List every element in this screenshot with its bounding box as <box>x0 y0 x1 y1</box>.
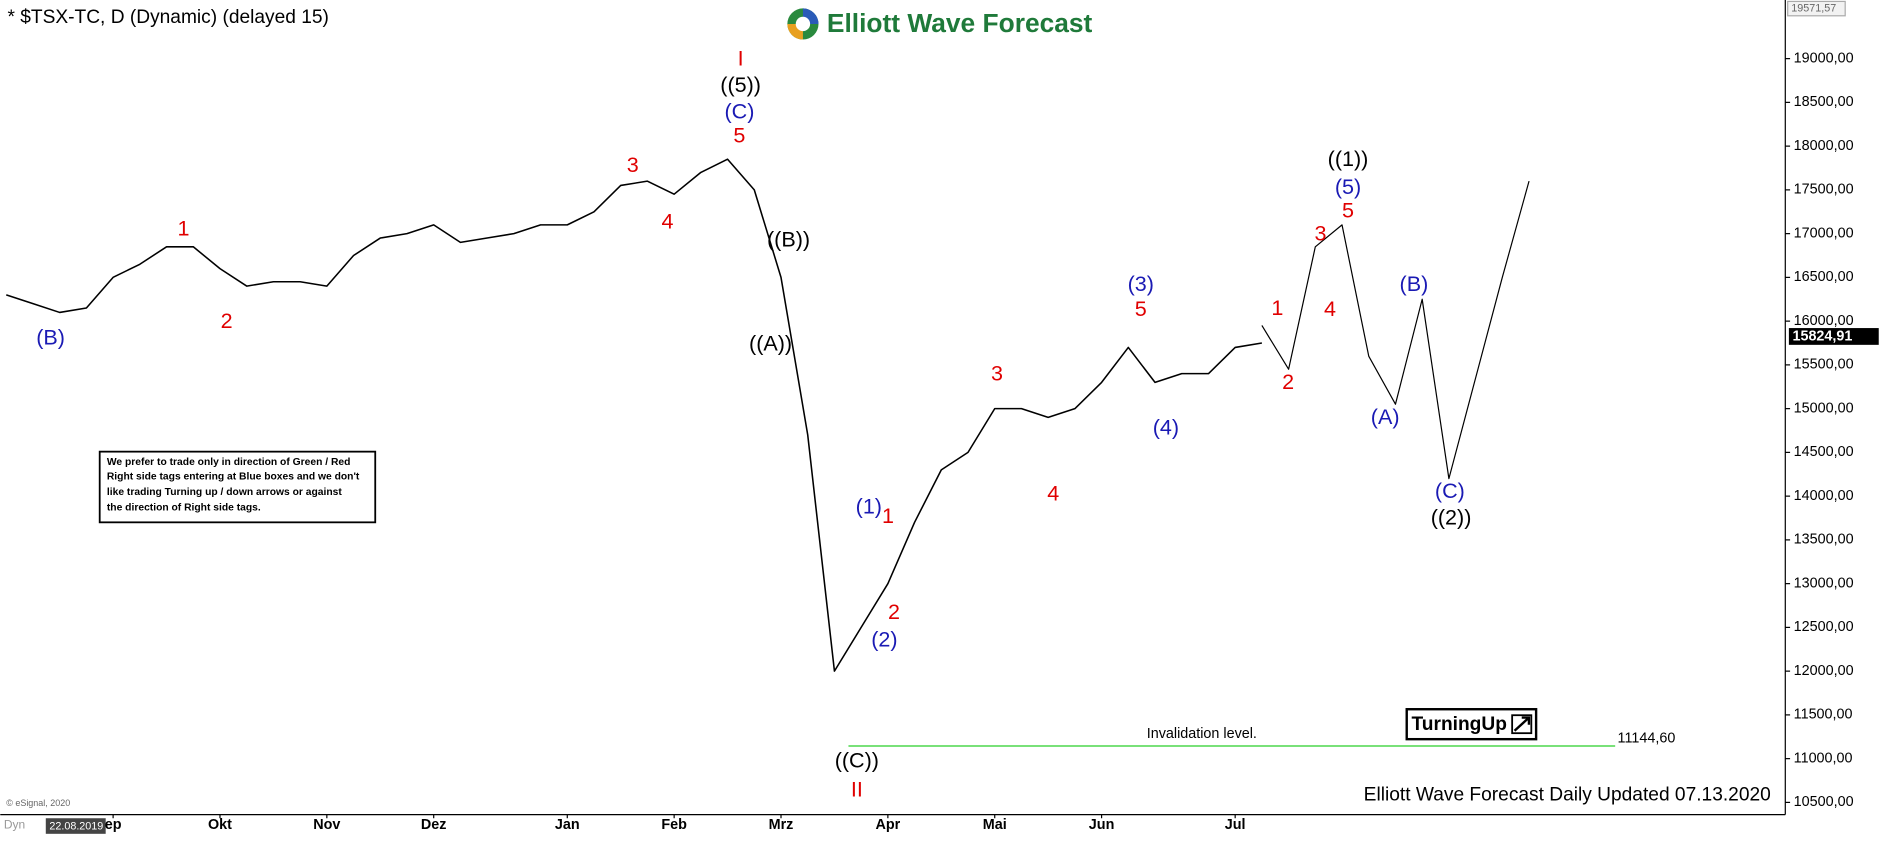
wave-label: (1) <box>856 494 882 519</box>
wave-label: 3 <box>627 152 639 177</box>
x-tick-label: Okt <box>208 817 232 833</box>
x-tick-label: Mai <box>983 817 1007 833</box>
price-line <box>6 158 1263 672</box>
wave-label: 2 <box>1282 369 1294 394</box>
y-tick-label: 13000,00 <box>1794 575 1854 591</box>
wave-label: (B) <box>1400 271 1429 296</box>
y-tick-label: 14000,00 <box>1794 488 1854 504</box>
logo-icon-center <box>795 16 811 32</box>
y-tick-label: 11000,00 <box>1794 750 1853 766</box>
y-tick-label: 13500,00 <box>1794 532 1854 548</box>
note-line: Right side tags entering at Blue boxes a… <box>107 472 360 483</box>
copyright: © eSignal, 2020 <box>6 798 70 808</box>
wave-label: (C) <box>724 98 754 123</box>
wave-label: 1 <box>178 216 190 241</box>
y-tick-label: 19000,00 <box>1794 50 1854 66</box>
wave-label: 1 <box>882 503 894 528</box>
current-price-label: 15824,91 <box>1792 328 1852 344</box>
y-tick-label: 15000,00 <box>1794 400 1854 416</box>
wave-label: ((C)) <box>835 748 879 773</box>
x-tick-label: Mrz <box>769 817 794 833</box>
x-tick-label: Feb <box>661 817 687 833</box>
wave-label: 4 <box>1324 296 1336 321</box>
y-tick-label: 12000,00 <box>1794 663 1854 679</box>
note-line: We prefer to trade only in direction of … <box>107 457 351 468</box>
footer: Elliott Wave Forecast Daily Updated 07.1… <box>1364 785 1771 806</box>
y-tick-label: 14500,00 <box>1794 444 1854 460</box>
y-tick-label: 12500,00 <box>1794 619 1854 635</box>
wave-label: II <box>851 776 863 801</box>
toolbar-mode: Dyn <box>4 818 25 832</box>
y-tick-label: 16500,00 <box>1794 269 1854 285</box>
x-tick-label: Apr <box>875 817 900 833</box>
wave-label: (A) <box>1371 404 1400 429</box>
note-frame <box>98 450 377 524</box>
note-line: the direction of Right side tags. <box>107 503 261 514</box>
note-line: like trading Turning up / down arrows or… <box>107 487 343 498</box>
wave-label: 2 <box>221 308 233 333</box>
toolbar-date: 22.08.2019 <box>49 820 103 832</box>
invalidation-value: 11144,60 <box>1618 731 1676 747</box>
wave-label: ((A)) <box>749 331 792 356</box>
wave-label: (B) <box>36 325 65 350</box>
y-tick-label: 16000,00 <box>1794 313 1854 329</box>
wave-label: 3 <box>991 361 1003 386</box>
y-tick-label: 10500,00 <box>1794 794 1854 810</box>
y-tick-label: 18500,00 <box>1794 94 1854 110</box>
badge-text: TurningUp <box>1412 714 1507 735</box>
note-box: We prefer to trade only in direction of … <box>98 450 377 524</box>
wave-label: ((2)) <box>1431 504 1472 529</box>
y-tick-label: 17500,00 <box>1794 182 1854 198</box>
scale-top-label: 19571,57 <box>1791 2 1836 14</box>
x-tick-label: Jan <box>555 817 580 833</box>
y-tick-label: 15500,00 <box>1794 357 1854 373</box>
badge-arrow <box>1513 716 1531 732</box>
wave-label: 1 <box>1271 295 1283 320</box>
wave-label: ((1)) <box>1328 146 1369 171</box>
x-tick-label: ep <box>105 817 122 833</box>
x-tick-label: Jul <box>1225 817 1246 833</box>
y-tick-label: 11500,00 <box>1794 707 1853 723</box>
x-tick-label: Dez <box>421 817 447 833</box>
badge-icon <box>1511 714 1533 735</box>
x-tick-label: Jun <box>1089 817 1115 833</box>
wave-label: 4 <box>1047 480 1059 505</box>
wave-label: (4) <box>1153 415 1179 440</box>
wave-label: 4 <box>662 209 674 234</box>
wave-label: ((5)) <box>720 72 761 97</box>
wave-label: 3 <box>1314 220 1326 245</box>
wave-label: (3) <box>1128 271 1154 296</box>
wave-label: 2 <box>888 599 900 624</box>
logo-text: Elliott Wave Forecast <box>827 8 1093 38</box>
wave-label: (C) <box>1435 478 1465 503</box>
wave-label: 5 <box>733 122 745 147</box>
wave-label: I <box>738 46 744 71</box>
badge-frame <box>1405 708 1538 741</box>
projection-line <box>1261 180 1530 480</box>
current-price-box <box>1788 328 1879 345</box>
wave-label: (5) <box>1335 174 1361 199</box>
scale-top-box <box>1787 0 1846 17</box>
wave-label: ((B)) <box>767 226 810 251</box>
y-tick-label: 18000,00 <box>1794 138 1854 154</box>
invalidation-text: Invalidation level. <box>1147 726 1257 742</box>
wave-label: 5 <box>1135 296 1147 321</box>
x-tick-label: Nov <box>313 817 340 833</box>
wave-label: (2) <box>871 627 897 652</box>
turning-badge: TurningUp <box>1405 708 1538 741</box>
date-box <box>45 818 106 834</box>
wave-label: 5 <box>1342 198 1354 223</box>
logo: Elliott Wave Forecast <box>787 8 1093 40</box>
y-tick-label: 17000,00 <box>1794 225 1854 241</box>
chart-title: * $TSX-TC, D (Dynamic) (delayed 15) <box>7 7 329 28</box>
